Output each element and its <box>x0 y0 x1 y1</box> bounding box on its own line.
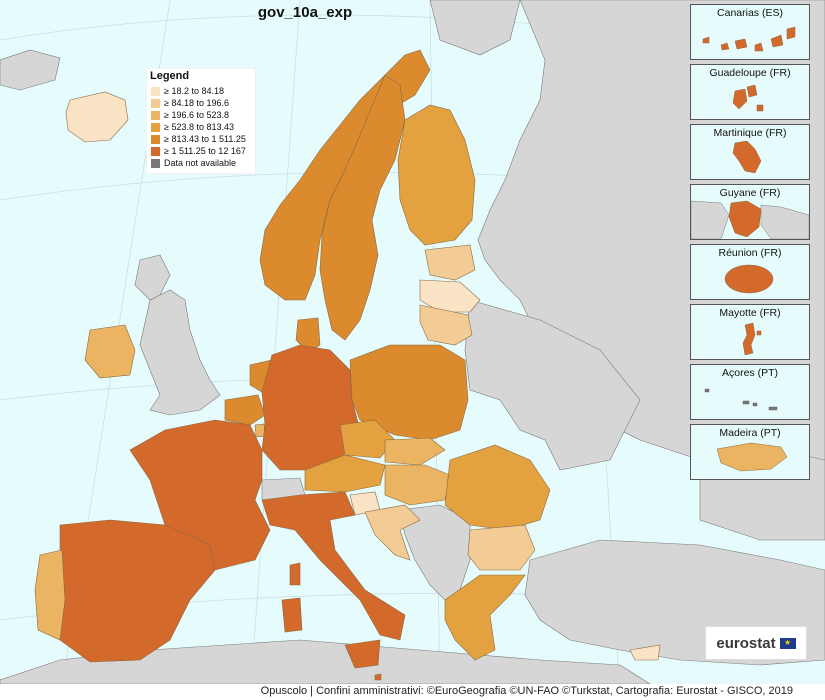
sweden-country <box>319 74 406 341</box>
inset-map <box>716 442 788 472</box>
inset-guyane: Guyane (FR) <box>690 184 810 240</box>
finland-country <box>397 104 476 246</box>
legend-label: ≥ 813.43 to 1 511.25 <box>164 134 246 144</box>
romania-country <box>444 444 551 531</box>
lithuania-country <box>419 304 473 346</box>
norway-north-tip <box>429 0 521 56</box>
legend-row: ≥ 18.2 to 84.18 <box>151 85 255 97</box>
legend-label: ≥ 196.6 to 523.8 <box>164 110 229 120</box>
legend-label: Data not available <box>164 158 237 168</box>
eurostat-logo: eurostat ★ <box>705 626 807 660</box>
poland-country <box>349 344 469 441</box>
inset-guadeloupe: Guadeloupe (FR) <box>690 64 810 120</box>
inset-map <box>732 140 762 174</box>
legend-swatch <box>151 86 160 96</box>
austria-country <box>304 454 386 493</box>
legend-label: ≥ 523.8 to 813.43 <box>164 122 234 132</box>
map-title: gov_10a_exp <box>257 4 353 21</box>
scotland-land <box>134 254 171 301</box>
france-country <box>129 419 271 571</box>
inset-map <box>742 322 762 356</box>
footer-credits: Opuscolo | Confini amministrativi: ©Euro… <box>260 685 793 697</box>
footer: Opuscolo | Confini amministrativi: ©Euro… <box>0 684 825 700</box>
inset-label: Canarias (ES) <box>717 7 783 19</box>
croatia-country <box>364 504 421 561</box>
belgium-country <box>224 394 266 426</box>
inset-madeira: Madeira (PT) <box>690 424 810 480</box>
latvia-country <box>419 279 481 313</box>
greece-country <box>444 574 526 661</box>
legend-row: ≥ 84.18 to 196.6 <box>151 97 255 109</box>
inset-map <box>724 264 774 294</box>
inset-label: Mayotte (FR) <box>719 307 781 319</box>
portugal-country <box>34 549 66 641</box>
cyprus-country <box>629 644 661 661</box>
legend-row: ≥ 1 511.25 to 12 167 <box>151 145 255 157</box>
estonia-country <box>424 244 476 281</box>
inset-martinique: Martinique (FR) <box>690 124 810 180</box>
legend-title: Legend <box>150 70 190 82</box>
legend-label: ≥ 84.18 to 196.6 <box>164 98 229 108</box>
ireland-country <box>84 324 136 379</box>
slovakia-country <box>384 437 446 466</box>
legend-swatch <box>151 158 160 168</box>
iceland-land <box>0 49 61 91</box>
iceland-country <box>65 91 129 143</box>
eu-flag-icon: ★ <box>779 637 796 649</box>
legend-swatch <box>151 122 160 132</box>
corsica-country <box>289 562 301 586</box>
inset-mayotte: Mayotte (FR) <box>690 304 810 360</box>
inset-label: Açores (PT) <box>721 367 778 379</box>
uk-land <box>139 289 221 416</box>
inset-label: Guyane (FR) <box>719 187 781 199</box>
legend-swatch <box>151 110 160 120</box>
legend-row: ≥ 523.8 to 813.43 <box>151 121 255 133</box>
inset-map <box>704 388 778 411</box>
logo-text: eurostat <box>716 634 776 652</box>
inset-label: Martinique (FR) <box>713 127 787 139</box>
legend-label: ≥ 1 511.25 to 12 167 <box>164 146 246 156</box>
inset-acores: Açores (PT) <box>690 364 810 420</box>
inset-label: Guadeloupe (FR) <box>709 67 791 79</box>
inset-canarias: Canarias (ES) <box>690 4 810 60</box>
malta-country <box>374 673 382 681</box>
inset-label: Madeira (PT) <box>719 427 781 439</box>
bulgaria-country <box>467 524 536 571</box>
inset-map <box>691 200 809 239</box>
spain-country <box>59 519 216 663</box>
legend: Legend ≥ 18.2 to 84.18 ≥ 84.18 to 196.6 … <box>146 68 256 174</box>
belarus-ukraine-land <box>464 299 641 471</box>
sicily-country <box>344 639 381 669</box>
legend-row: Data not available <box>151 157 255 169</box>
hungary-country <box>384 464 451 506</box>
inset-map <box>702 26 796 52</box>
sardinia-country <box>281 597 303 633</box>
inset-reunion: Réunion (FR) <box>690 244 810 300</box>
inset-map <box>732 84 764 112</box>
eu-countries <box>34 49 661 681</box>
legend-swatch <box>151 98 160 108</box>
legend-swatch <box>151 134 160 144</box>
inset-label: Réunion (FR) <box>718 247 782 259</box>
italy-country <box>261 491 406 641</box>
non-eu-land <box>0 0 825 685</box>
legend-row: ≥ 813.43 to 1 511.25 <box>151 133 255 145</box>
legend-label: ≥ 18.2 to 84.18 <box>164 86 224 96</box>
legend-swatch <box>151 146 160 156</box>
legend-row: ≥ 196.6 to 523.8 <box>151 109 255 121</box>
